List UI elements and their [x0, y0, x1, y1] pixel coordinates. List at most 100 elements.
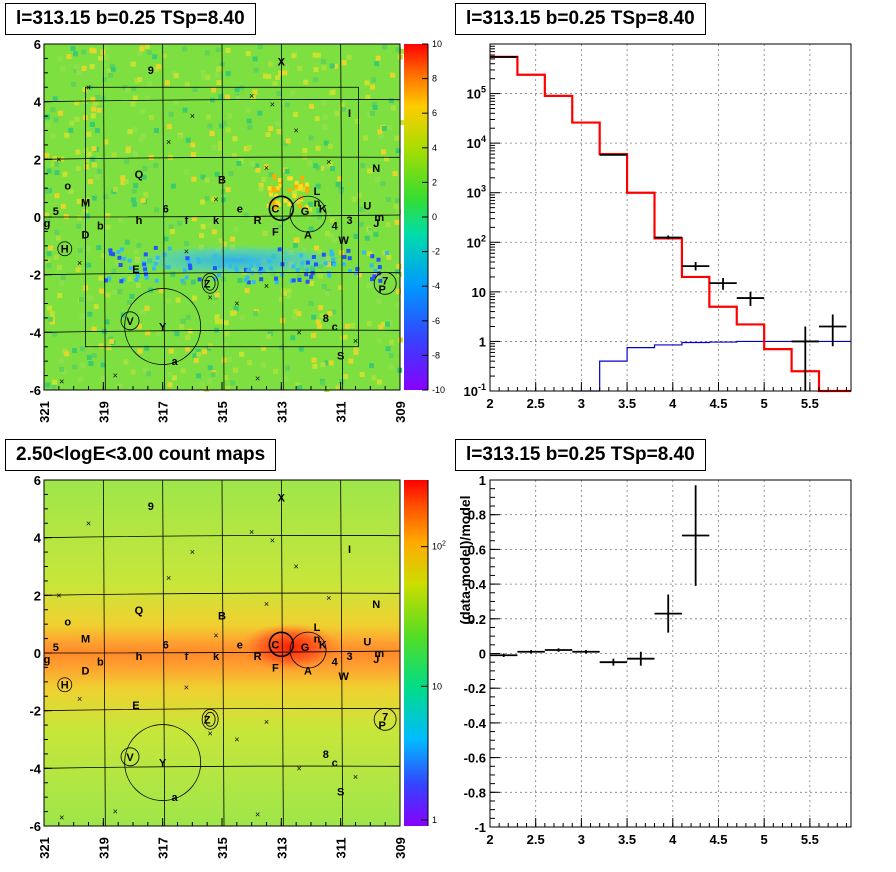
map-pixel: [85, 246, 91, 252]
colorbar-tick-label: 8: [432, 74, 437, 84]
x-tick-label: 3.5: [618, 396, 636, 411]
map-pixel: [325, 212, 331, 218]
map-pixel: [130, 197, 136, 203]
map-pixel: [224, 94, 230, 100]
map-pixel: [61, 368, 67, 374]
map-pixel: [44, 189, 50, 194]
map-pixel: [93, 304, 99, 310]
map-pixel: [385, 250, 389, 255]
source-cross-marker: ×: [213, 195, 218, 205]
map-pixel: [156, 330, 161, 336]
map-pixel: [166, 298, 172, 304]
map-pixel: [243, 278, 248, 283]
map-pixel: [137, 50, 143, 56]
map-pixel: [118, 263, 123, 267]
source-circle: [204, 275, 216, 291]
map-pixel: [274, 276, 278, 281]
map-pixel: [218, 238, 224, 243]
map-pixel: [192, 353, 198, 359]
map-pixel: [143, 267, 148, 272]
map-pixel: [262, 231, 268, 236]
map-pixel: [153, 66, 159, 72]
map-pixel: [50, 133, 56, 139]
map-pixel: [108, 248, 113, 253]
map-pixel: [86, 355, 92, 360]
source-cross-marker: ×: [264, 717, 269, 727]
map-pixel: [335, 181, 341, 187]
y-tick-label: 4: [34, 95, 42, 110]
map-pixel: [331, 309, 337, 315]
map-pixel: [308, 135, 314, 141]
source-cross-marker: ×: [208, 293, 213, 303]
map-pixel: [314, 262, 318, 267]
map-pixel: [296, 274, 302, 280]
map-pixel: [89, 64, 95, 70]
map-pixel: [59, 366, 65, 372]
map-pixel: [144, 95, 150, 101]
map-pixel: [288, 176, 293, 181]
source-label: V: [126, 752, 134, 764]
map-pixel: [220, 197, 226, 203]
x-tick-label: 2.5: [527, 396, 545, 411]
source-label: S: [337, 786, 344, 798]
map-pixel: [376, 257, 381, 262]
map-pixel: [309, 103, 314, 109]
map-pixel: [187, 263, 192, 268]
map-pixel: [173, 73, 179, 79]
map-pixel: [107, 276, 112, 281]
map-pixel: [143, 192, 149, 198]
map-pixel: [146, 371, 152, 377]
map-pixel: [190, 152, 196, 158]
map-pixel: [297, 385, 302, 391]
y-tick-label: -0.8: [464, 785, 486, 800]
map-pixel: [88, 179, 94, 184]
map-pixel: [127, 258, 132, 263]
map-pixel: [221, 120, 227, 126]
source-label: U: [363, 636, 371, 648]
map-pixel: [131, 188, 137, 194]
map-pixel: [362, 250, 366, 255]
map-pixel: [257, 215, 263, 221]
map-pixel: [283, 141, 289, 147]
source-circle: [120, 311, 140, 331]
extended-source-circle: [289, 631, 327, 669]
map-pixel: [285, 365, 290, 371]
map-pixel: [357, 272, 362, 278]
map-pixel: [388, 98, 394, 104]
source-label: G: [301, 642, 310, 654]
map-pixel: [370, 254, 375, 259]
map-pixel: [365, 94, 371, 100]
map-pixel: [322, 114, 328, 120]
map-pixel: [109, 339, 115, 344]
y-tick-label: 0.2: [468, 612, 486, 627]
source-cross-marker: ×: [264, 599, 269, 609]
map-pixel: [167, 246, 172, 251]
map-pixel: [185, 314, 191, 320]
source-cross-marker: ×: [353, 772, 358, 782]
map-pixel: [196, 373, 202, 379]
map-pixel: [313, 67, 319, 73]
map-pixel: [140, 198, 146, 204]
y-tick-label: 6: [34, 37, 41, 52]
map-pixel: [214, 171, 220, 177]
map-pixel: [339, 379, 345, 384]
map-pixel: [174, 331, 180, 337]
map-pixel: [327, 162, 333, 167]
map-pixel: [293, 112, 299, 118]
source-cross-marker: ×: [255, 373, 260, 383]
map-pixel: [329, 63, 335, 69]
map-pixel: [292, 243, 298, 248]
map-pixel: [372, 274, 377, 279]
map-pixel: [364, 80, 370, 86]
candidate-source-circle: [268, 195, 295, 222]
map-pixel: [75, 267, 81, 273]
map-pixel: [378, 324, 384, 330]
map-pixel: [234, 268, 239, 273]
map-pixel: [268, 61, 273, 67]
map-pixel: [45, 258, 51, 264]
map-pixel: [96, 245, 102, 251]
map-pixel: [50, 107, 56, 113]
source-label: 8: [323, 313, 329, 325]
map-pixel: [188, 266, 193, 271]
